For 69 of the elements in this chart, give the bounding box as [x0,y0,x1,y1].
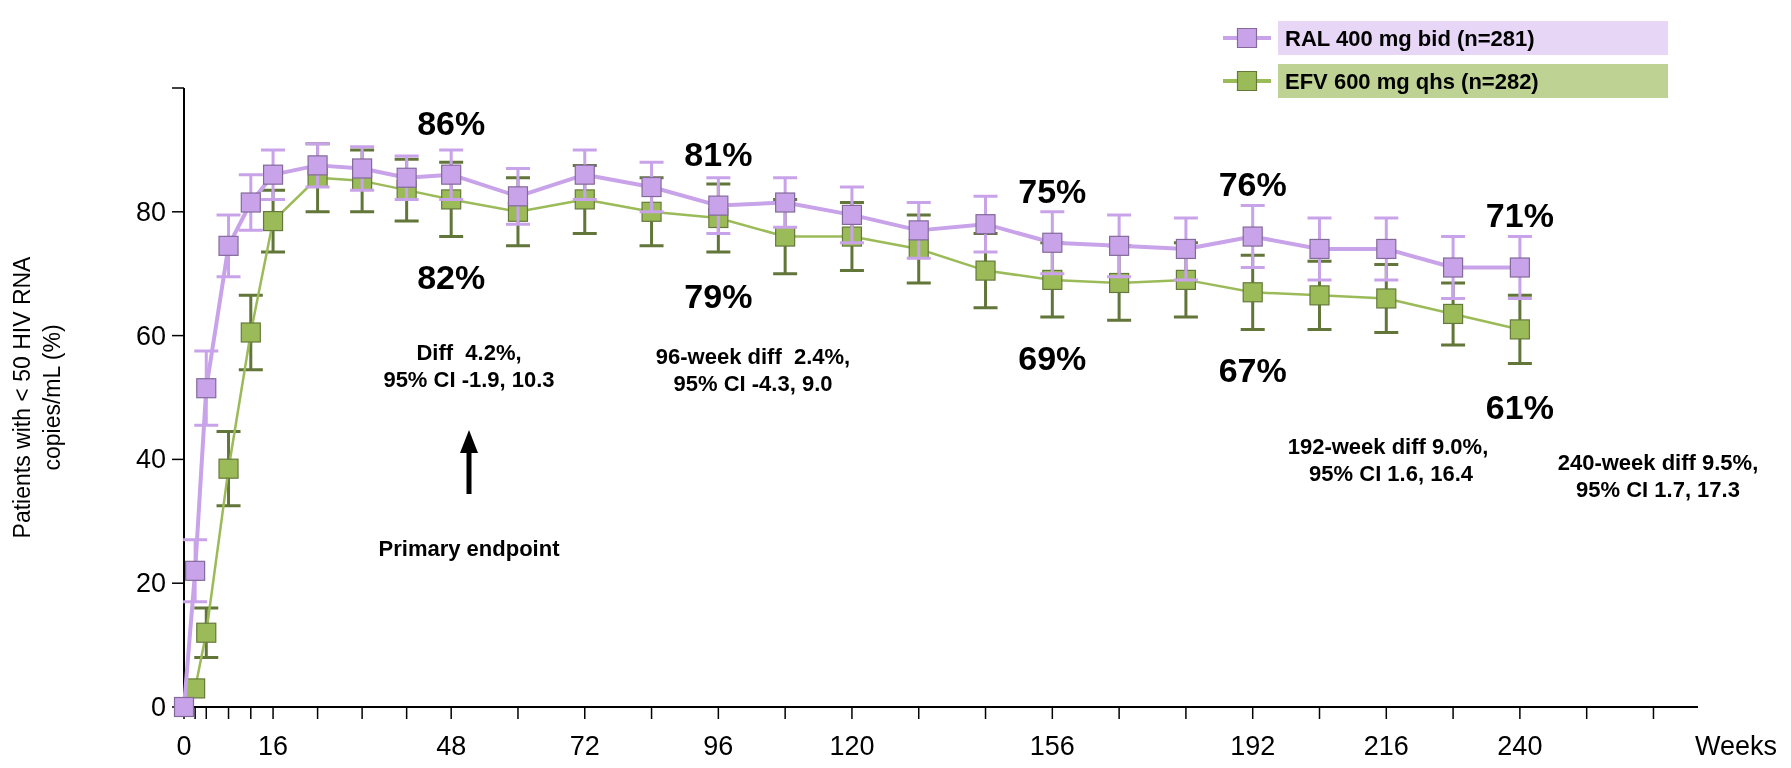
x-tick-label: 0 [176,731,192,761]
point [196,622,217,643]
legend-label: EFV 600 mg qhs (n=282) [1285,69,1539,94]
annotation: 67% [1218,351,1287,390]
y-tick-label: 40 [135,444,166,475]
x-axis-title: Weeks [1694,731,1777,761]
point [1509,257,1530,278]
point [441,164,462,185]
annotation: Diff 4.2%, 95% CI -1.9, 10.3 [383,339,555,393]
point [218,235,239,256]
annotation: 81% [684,134,753,173]
point [708,195,729,216]
point [218,458,239,479]
x-tick-label: 72 [569,731,600,761]
y-axis-title: Patients with < 50 HIV RNA copies/mL (%) [9,255,65,539]
point [841,204,863,225]
point [185,560,206,581]
point [1376,238,1397,260]
point [775,192,796,213]
annotation: 82% [417,258,486,297]
point [240,192,261,213]
x-tick-label: 216 [1363,731,1409,761]
point [1242,226,1263,247]
point [1175,238,1197,260]
point [507,186,529,207]
annotation: 192-week diff 9.0%, 95% CI 1.6, 16.4 [1287,433,1489,487]
point [1309,238,1330,260]
point [1242,282,1263,303]
point [641,176,662,198]
x-tick-label: 48 [436,731,467,761]
point [1042,232,1063,253]
legend-label: RAL 400 mg bid (n=281) [1285,26,1535,51]
annotation: 86% [417,103,486,142]
point [975,260,996,281]
point [196,378,217,399]
annotation: 71% [1485,196,1554,235]
annotation: 79% [684,276,753,315]
annotation: 240-week diff 9.5%, 95% CI 1.7, 17.3 [1557,449,1759,503]
y-tick-label: 20 [135,568,166,599]
point [975,214,996,235]
point [1109,235,1130,256]
x-tick-label: 156 [1029,731,1075,761]
x-tick-label: 16 [258,731,289,761]
point [574,164,595,185]
y-tick-label: 0 [150,692,166,722]
point [352,158,373,179]
annotation: 96-week diff 2.4%, 95% CI -4.3, 9.0 [655,343,851,397]
annotation: 75% [1018,171,1087,210]
point [1442,257,1464,278]
annotation: 69% [1018,338,1087,377]
x-tick-label: 192 [1230,731,1276,761]
point [262,210,284,232]
point [1376,288,1397,309]
x-tick-label: 120 [829,731,875,761]
annotation: 61% [1485,388,1554,427]
point [1509,319,1530,340]
y-tick-label: 80 [135,196,166,227]
point [240,322,261,343]
x-tick-label: 240 [1497,731,1543,761]
point [307,155,328,176]
x-tick-label: 96 [703,731,734,761]
point [1309,285,1330,306]
annotation: 76% [1218,165,1287,204]
annotation: Primary endpoint [378,535,561,561]
y-tick-label: 60 [135,320,166,351]
point [262,164,284,185]
point [1442,303,1464,325]
point [396,167,417,188]
point [908,220,929,241]
